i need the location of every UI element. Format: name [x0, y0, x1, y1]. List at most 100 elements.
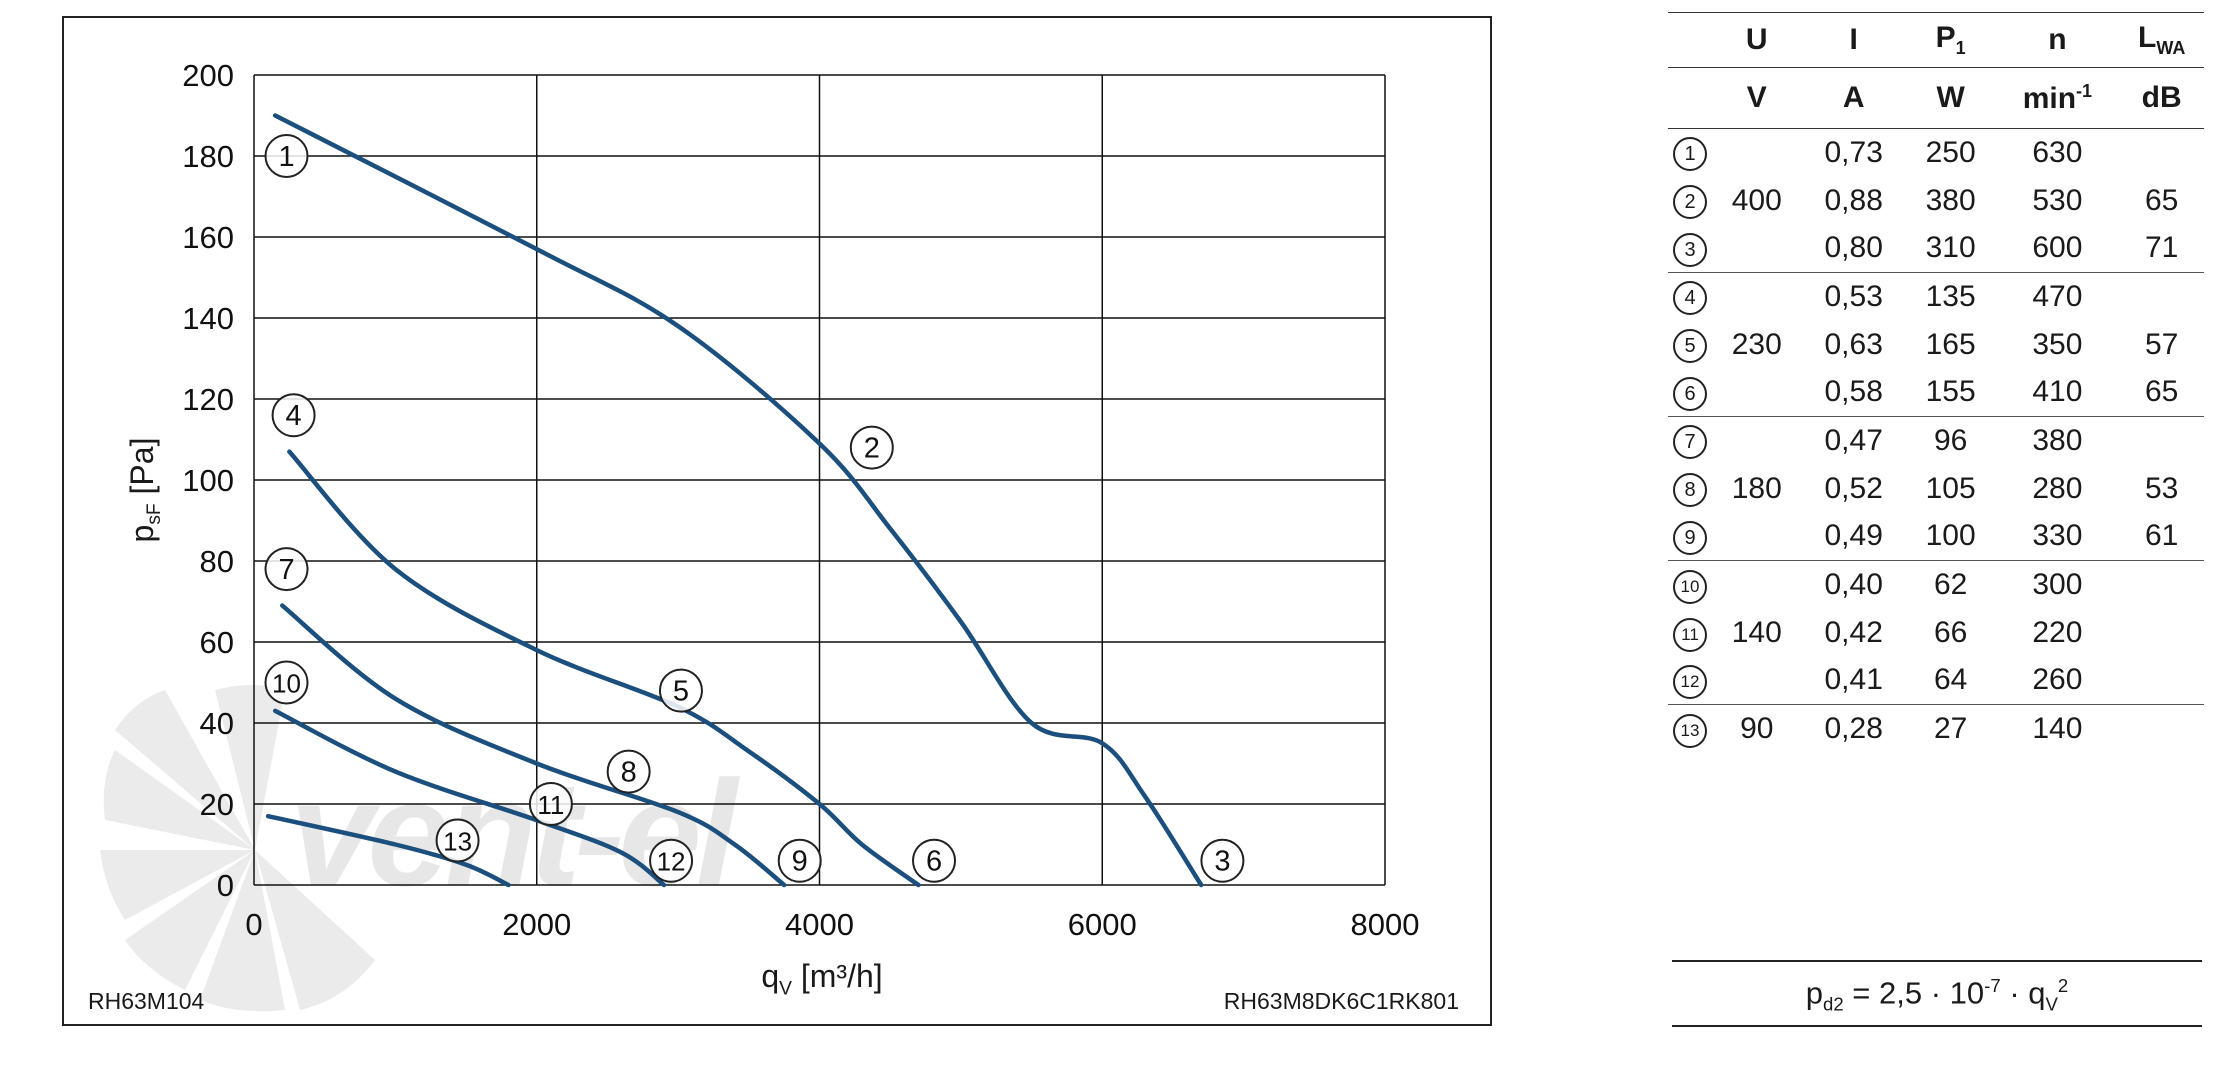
cell-u: 90: [1712, 704, 1802, 753]
row-number-badge: 9: [1673, 520, 1707, 555]
table-header-num: [1668, 12, 1712, 68]
cell-p: 64: [1933, 663, 1968, 697]
cell-num: 10: [1668, 560, 1712, 609]
curve-marker-11: 11: [528, 782, 573, 826]
cell-n: 220: [2032, 615, 2083, 649]
marker-label: 4: [286, 400, 302, 432]
cell-n: 330: [2032, 519, 2083, 553]
marker-circle: [777, 838, 822, 883]
x-axis-label-unit: [m³/h]: [800, 958, 883, 994]
y-tick-label: 180: [182, 139, 234, 174]
unit-l: dB: [2119, 67, 2204, 129]
cell-i: 0,52: [1824, 471, 1883, 505]
cell-u: [1712, 416, 1802, 465]
x-tick-label: 2000: [502, 907, 571, 942]
x-tick-label: 8000: [1351, 907, 1420, 942]
marker-circle: [606, 749, 651, 794]
cell-i: 0,80: [1824, 231, 1883, 265]
y-tick-label: 80: [200, 544, 234, 579]
marker-label: 2: [864, 433, 880, 465]
unit-u: V: [1712, 67, 1802, 129]
curve-marker-9: 9: [777, 838, 822, 883]
cell-l: 65: [2144, 375, 2179, 409]
cell-n: 260: [2032, 663, 2083, 697]
marker-label: 13: [443, 826, 472, 856]
table-row: 6 0,58 155 410 65: [1668, 368, 2204, 416]
unit-i: A: [1801, 67, 1906, 129]
marker-circle: [912, 838, 957, 883]
cell-p: 27: [1905, 704, 1996, 753]
row-number-badge: 7: [1673, 425, 1707, 460]
x-tick-label: 6000: [1068, 907, 1137, 942]
cell-u: [1712, 224, 1802, 272]
table-row: 2 400 0,88 380 530 65: [1668, 177, 2204, 225]
x-tick-label: 0: [245, 907, 262, 942]
row-number-badge: 1: [1673, 137, 1707, 172]
footer-left-code: RH63M104: [88, 988, 205, 1014]
fan-curve-3: [280, 603, 787, 888]
marker-label: 9: [792, 846, 808, 878]
dynamic-pressure-formula: pd2 = 2,5 · 10-7 · qV2: [1805, 975, 2069, 1015]
cell-num: 1: [1668, 129, 1712, 177]
marker-label: 11: [537, 790, 564, 820]
cell-l: [2119, 657, 2204, 705]
cell-l: 57: [2144, 327, 2179, 361]
curve-marker-6: 6: [912, 838, 957, 883]
cell-i: 0,73: [1824, 135, 1883, 169]
y-tick-label: 200: [182, 58, 234, 93]
cell-n: 410: [2032, 375, 2083, 409]
cell-l: [2119, 609, 2204, 657]
cell-p: 250: [1925, 135, 1976, 169]
table-header-row: U I P1 n LWA: [1668, 12, 2204, 68]
y-axis-label-sub: sF: [144, 503, 166, 525]
curve-marker-3: 3: [1200, 838, 1245, 883]
cell-p: 380: [1925, 183, 1976, 217]
table-header-i: I: [1801, 12, 1906, 68]
marker-circle: [435, 818, 480, 863]
cell-n: 630: [2032, 135, 2083, 169]
cell-u: [1712, 513, 1802, 561]
cell-l: 65: [2144, 183, 2179, 217]
cell-n: 470: [1995, 272, 2120, 321]
cell-i: 0,53: [1801, 272, 1906, 321]
table-units-row: V A W min-1 dB: [1668, 67, 2204, 129]
footer-right-code: RH63M8DK6C1RK801: [1223, 988, 1459, 1014]
curve-marker-13: 13: [435, 818, 480, 863]
y-tick-label: 60: [200, 625, 234, 660]
marker-label: 12: [657, 847, 686, 877]
cell-i: 0,28: [1801, 704, 1906, 753]
cell-l: [2119, 560, 2204, 609]
marker-circle: [264, 547, 309, 592]
chart-frame: [62, 16, 1492, 1026]
cell-p: 62: [1905, 560, 1996, 609]
watermark-logo: vent-el: [100, 685, 747, 1012]
x-axis-label-main: q: [761, 958, 780, 994]
cell-l: [2119, 272, 2204, 321]
curve-marker-4: 4: [271, 393, 316, 438]
marker-circle: [271, 393, 316, 438]
cell-i: 0,88: [1824, 183, 1883, 217]
cell-num: 8: [1668, 465, 1712, 513]
cell-num: 9: [1668, 513, 1712, 561]
cell-l: 53: [2144, 471, 2179, 505]
cell-l: [2119, 129, 2204, 177]
cell-num: 12: [1668, 657, 1712, 705]
marker-label: 10: [272, 669, 301, 699]
x-axis-label-sub: V: [779, 978, 792, 1000]
fan-curve-5: [265, 813, 511, 888]
curve-marker-12: 12: [649, 838, 694, 883]
cell-u: [1712, 368, 1802, 416]
row-number-badge: 3: [1673, 232, 1707, 267]
y-tick-label: 140: [182, 301, 234, 336]
table-header-n: n: [1995, 12, 2120, 68]
table-header-u: U: [1712, 12, 1802, 68]
cell-n: 300: [1995, 560, 2120, 609]
cell-p: 100: [1925, 519, 1976, 553]
marker-circle: [649, 838, 694, 883]
table-row: 3 0,80 310 600 71: [1668, 224, 2204, 272]
y-tick-label: 20: [200, 787, 234, 822]
cell-p: 155: [1925, 375, 1976, 409]
cell-p: 105: [1925, 471, 1976, 505]
y-axis-label: psF [Pa]: [124, 438, 166, 543]
